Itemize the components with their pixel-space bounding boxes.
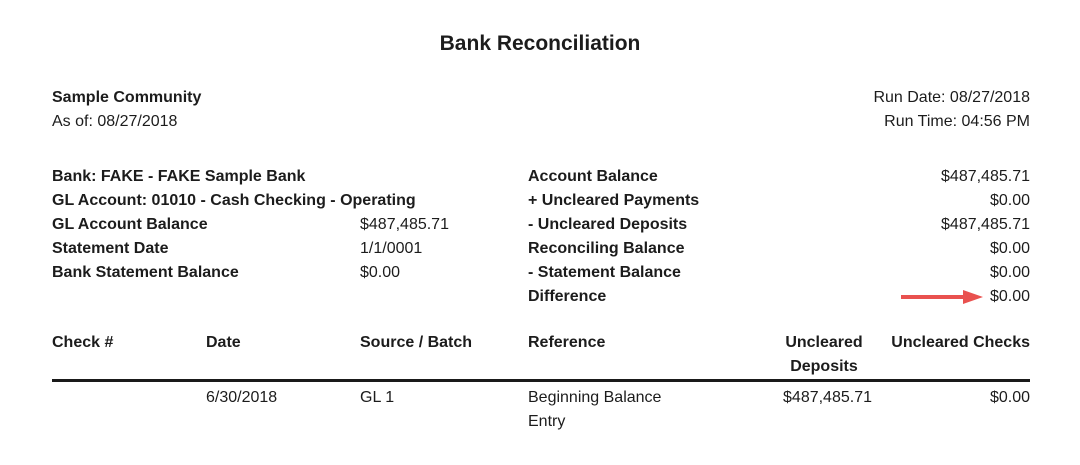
summary-row-gl-account-balance: GL Account Balance $487,485.71 — [52, 213, 512, 237]
col-header-uncleared-deposits: Uncleared Deposits — [785, 334, 863, 375]
difference-label: Difference — [528, 288, 607, 305]
report-info-right: Run Date: 08/27/2018 Run Time: 04:56 PM — [873, 86, 1030, 134]
row-label: Account Balance — [528, 168, 658, 185]
row-value: $487,485.71 — [941, 168, 1030, 185]
page-title: Bank Reconciliation — [439, 32, 641, 55]
cell-source-batch: GL 1 — [360, 389, 395, 406]
difference-value-group: $0.00 — [900, 285, 1030, 309]
difference-value: $0.00 — [989, 288, 1030, 305]
col-header-uncleared-checks: Uncleared Checks — [891, 334, 1030, 351]
row-label: - Statement Balance — [528, 264, 681, 281]
row-value: $487,485.71 — [360, 216, 449, 233]
col-header-reference: Reference — [528, 334, 606, 351]
reconciliation-summary: Bank: FAKE - FAKE Sample Bank GL Account… — [52, 165, 1030, 315]
col-header-source-batch: Source / Batch — [360, 334, 473, 351]
transactions-table: Check # Date Source / Batch Reference Un… — [52, 331, 1030, 434]
summary-row-statement-balance: - Statement Balance $0.00 — [528, 261, 1030, 285]
row-label: GL Account Balance — [52, 216, 208, 233]
bank-name-line: Bank: FAKE - FAKE Sample Bank — [52, 168, 306, 185]
summary-row-account-balance: Account Balance $487,485.71 — [528, 165, 1030, 189]
table-body: 6/30/2018 GL 1 Beginning Balance Entry $… — [52, 386, 1030, 434]
gl-account-line: GL Account: 01010 - Cash Checking - Oper… — [52, 192, 416, 209]
row-value: $0.00 — [360, 264, 401, 281]
row-value: 1/1/0001 — [360, 240, 423, 257]
col-header-check-number: Check # — [52, 334, 114, 351]
row-value: $0.00 — [989, 240, 1030, 257]
row-label: Reconciling Balance — [528, 240, 685, 257]
row-value: $0.00 — [989, 264, 1030, 281]
table-row: 6/30/2018 GL 1 Beginning Balance Entry $… — [52, 386, 1030, 434]
run-date: Run Date: 08/27/2018 — [873, 89, 1030, 106]
row-label: - Uncleared Deposits — [528, 216, 688, 233]
summary-row-uncleared-deposits: - Uncleared Deposits $487,485.71 — [528, 213, 1030, 237]
table-header-row: Check # Date Source / Batch Reference Un… — [52, 331, 1030, 379]
row-label: Statement Date — [52, 240, 169, 257]
red-arrow-icon — [900, 290, 983, 304]
summary-row-bank-statement-balance: Bank Statement Balance $0.00 — [52, 261, 512, 285]
row-label: Bank Statement Balance — [52, 264, 239, 281]
cell-uncleared-checks: $0.00 — [989, 389, 1030, 406]
summary-row-statement-date: Statement Date 1/1/0001 — [52, 237, 512, 261]
summary-row-reconciling-balance: Reconciling Balance $0.00 — [528, 237, 1030, 261]
company-name: Sample Community — [52, 89, 202, 106]
table-header-rule — [52, 379, 1030, 382]
row-value: $0.00 — [989, 192, 1030, 209]
balance-calculation-summary: Account Balance $487,485.71 + Uncleared … — [528, 165, 1030, 309]
bank-account-summary: Bank: FAKE - FAKE Sample Bank GL Account… — [52, 165, 512, 285]
as-of-date: As of: 08/27/2018 — [52, 113, 178, 130]
row-value: $487,485.71 — [941, 216, 1030, 233]
summary-row-difference: Difference $0.00 — [528, 285, 1030, 309]
cell-reference: Beginning Balance Entry — [528, 389, 662, 430]
col-header-date: Date — [206, 334, 241, 351]
run-time: Run Time: 04:56 PM — [884, 113, 1030, 130]
cell-date: 6/30/2018 — [206, 389, 278, 406]
row-label: + Uncleared Payments — [528, 192, 700, 209]
report-info-left: Sample Community As of: 08/27/2018 — [52, 86, 201, 134]
cell-uncleared-deposits: $487,485.71 — [783, 389, 872, 406]
summary-row-uncleared-payments: + Uncleared Payments $0.00 — [528, 189, 1030, 213]
